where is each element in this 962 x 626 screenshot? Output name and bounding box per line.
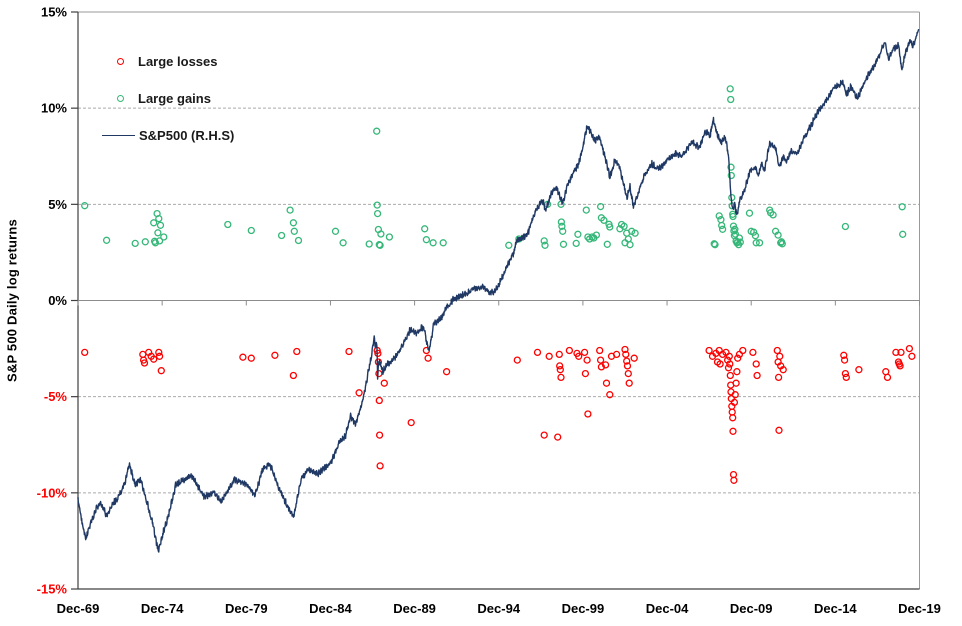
svg-text:5%: 5%: [48, 197, 67, 212]
svg-text:-15%: -15%: [37, 582, 68, 597]
large-gains-marker-icon: [117, 94, 124, 102]
svg-text:Dec-89: Dec-89: [393, 601, 436, 616]
svg-text:Dec-99: Dec-99: [562, 601, 605, 616]
legend-item-large-gains: Large gains: [100, 86, 234, 110]
svg-text:Dec-94: Dec-94: [477, 601, 520, 616]
large-losses-marker-icon: [117, 57, 124, 65]
y-axis-title: S&P 500 Daily log returns: [4, 219, 20, 382]
svg-text:Dec-74: Dec-74: [141, 601, 184, 616]
svg-text:Dec-04: Dec-04: [646, 601, 689, 616]
svg-text:Dec-19: Dec-19: [898, 601, 941, 616]
svg-text:-5%: -5%: [44, 389, 68, 404]
svg-text:10%: 10%: [41, 101, 67, 116]
svg-text:15%: 15%: [41, 5, 67, 20]
svg-text:Dec-69: Dec-69: [57, 601, 100, 616]
legend-item-sp500-line: S&P500 (R.H.S): [100, 123, 234, 147]
legend-label-large-gains: Large gains: [138, 90, 211, 106]
sp500-line-icon: [102, 134, 135, 136]
svg-text:0%: 0%: [48, 293, 67, 308]
svg-text:Dec-14: Dec-14: [814, 601, 857, 616]
legend-label-sp500: S&P500 (R.H.S): [139, 127, 235, 143]
legend-item-large-losses: Large losses: [100, 49, 234, 73]
svg-text:-10%: -10%: [37, 485, 68, 500]
svg-text:Dec-79: Dec-79: [225, 601, 268, 616]
legend-label-large-losses: Large losses: [138, 53, 218, 69]
svg-text:Dec-09: Dec-09: [730, 601, 773, 616]
legend: Large losses Large gains S&P500 (R.H.S): [100, 49, 234, 160]
svg-text:Dec-84: Dec-84: [309, 601, 352, 616]
